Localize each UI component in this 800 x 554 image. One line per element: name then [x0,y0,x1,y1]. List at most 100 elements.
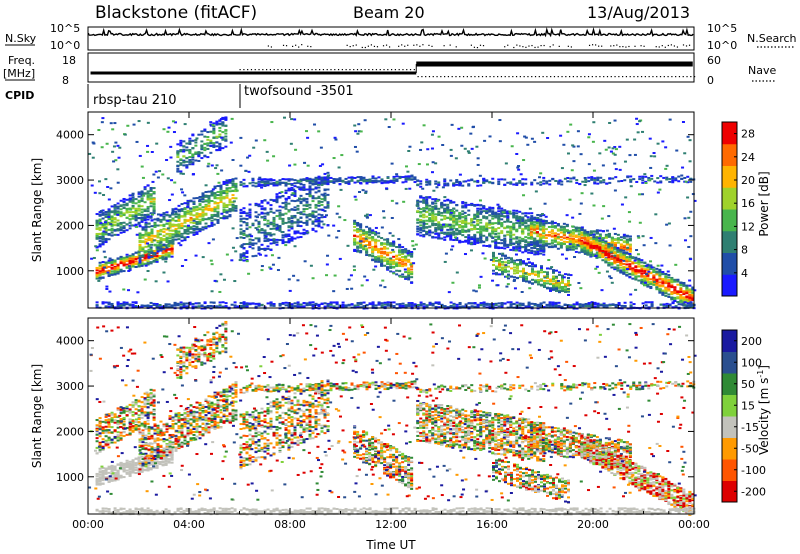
echo-cell [500,231,504,234]
echo-cell [171,225,175,228]
echo-cell [323,199,327,202]
echo-cell [377,260,381,263]
echo-cell [245,227,249,230]
echo-cell [231,206,235,209]
nsearch-dot [267,45,269,47]
echo-cell [242,243,246,246]
echo-cell [464,221,468,224]
nsearch-dot [522,46,524,48]
echo-cell [98,240,102,243]
echo-cell [531,282,534,285]
echo-cell [604,253,608,256]
echo-cell [392,241,396,244]
echo-cell [347,181,351,184]
echo-cell [275,228,279,231]
echo-cell [107,259,111,262]
echo-cell [116,212,120,215]
echo-cell [494,232,498,235]
echo-cell [164,251,168,254]
echo-cell [500,246,504,249]
echo-cell [455,218,459,221]
echo-cell [152,254,156,257]
echo-cell [107,232,111,235]
echo-cell [356,176,360,179]
echo-cell [147,256,151,259]
echo-cell [275,181,279,184]
nsearch-dot [507,44,509,46]
echo-cell [207,225,211,228]
echo-cell [533,245,537,248]
echo-cell [311,188,315,191]
echo-cell [209,142,213,145]
echo-cell [131,253,135,256]
echo-cell [413,176,417,179]
nave-dot [580,76,582,78]
echo-cell [134,198,138,201]
nave-dot [470,76,472,78]
echo-cell [544,240,548,243]
echo-cell [539,183,543,186]
echo-cell [571,232,575,235]
echo-cell [350,178,354,181]
echo-cell [326,180,330,183]
echo-cell [569,177,573,180]
echo-cell [290,222,294,225]
echo-cell [269,182,273,185]
echo-cell [305,177,309,180]
echo-cell [545,182,549,185]
echo-cell [116,228,120,231]
echo-cell [565,248,569,251]
echo-cell [395,265,399,268]
echo-cell [610,242,614,245]
echo-cell [515,209,519,212]
echo-cell [419,224,423,227]
echo-cell [156,244,160,247]
echo-cell [165,228,169,231]
nsearch-tick-high: 10^5 [707,22,737,35]
echo-cell [213,193,217,196]
echo-cell [221,131,225,134]
echo-cell [150,219,154,222]
echo-cell [565,229,569,232]
echo-cell [567,293,570,296]
echo-cell [553,236,557,239]
echo-cell [383,238,387,241]
echo-cell [473,243,477,246]
echo-cell [555,282,558,285]
echo-cell [586,240,590,243]
echo-cell [512,222,516,225]
echo-cell [188,150,192,153]
echo-cell [95,213,99,216]
echo-cell [275,195,279,198]
echo-cell [488,206,492,209]
echo-cell [374,248,378,251]
nsearch-dot [640,45,642,47]
echo-cell [104,222,108,225]
echo-cell [113,223,117,226]
echo-cell [419,227,423,230]
echo-cell [221,147,225,150]
echo-cell [398,251,402,254]
echo-cell [461,201,465,204]
echo-cell [122,261,126,264]
echo-cell [524,227,528,230]
echo-cell [416,227,420,230]
echo-cell [266,238,270,241]
echo-cell [263,208,267,211]
echo-cell [177,234,181,237]
nave-dot [493,76,495,78]
echo-cell [476,214,480,217]
echo-cell [219,184,223,187]
echo-cell [257,184,261,187]
echo-cell [656,181,660,184]
freq-tick-low: 8 [62,74,69,87]
echo-cell [589,242,593,245]
echo-cell [95,275,99,278]
nsearch-dot [661,45,663,47]
echo-cell [216,201,220,204]
echo-cell [137,222,141,225]
echo-cell [419,219,423,222]
nave-dot [364,69,366,71]
echo-cell [365,233,369,236]
